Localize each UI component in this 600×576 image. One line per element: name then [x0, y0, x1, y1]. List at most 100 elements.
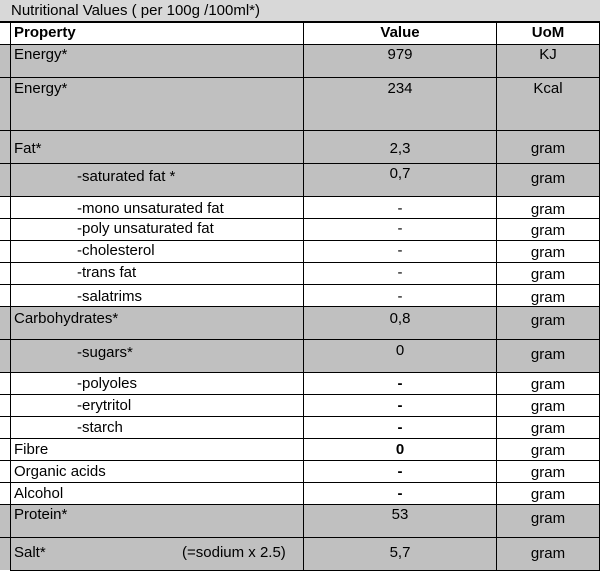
value-text: - — [397, 220, 403, 237]
uom-text: Kcal — [533, 80, 563, 97]
property-cell: -erytritol — [10, 395, 303, 416]
value-text: - — [397, 242, 403, 259]
uom-cell: gram — [496, 285, 600, 306]
table-row: -starch - gram — [0, 416, 600, 438]
value-text: 979 — [387, 46, 413, 63]
value-text: - — [397, 200, 403, 217]
value-cell: 2,3 — [303, 131, 496, 163]
uom-cell: gram — [496, 373, 600, 394]
property-text: Carbohydrates* — [14, 310, 119, 327]
property-text: -poly unsaturated fat — [77, 220, 214, 237]
header-property-text: Property — [14, 24, 76, 41]
uom-text: gram — [530, 486, 566, 503]
property-cell: -poly unsaturated fat — [10, 219, 303, 240]
uom-text: gram — [530, 464, 566, 481]
value-cell: 0,8 — [303, 307, 496, 339]
property-cell: -cholesterol — [10, 241, 303, 262]
property-text: Fat* — [14, 140, 42, 157]
uom-text: gram — [530, 201, 566, 218]
value-text: - — [397, 485, 403, 502]
uom-cell: gram — [496, 219, 600, 240]
uom-cell: gram — [496, 439, 600, 460]
uom-cell: gram — [496, 461, 600, 482]
value-text: - — [397, 419, 403, 436]
table-row: -polyoles - gram — [0, 372, 600, 394]
header-uom-cell: UoM — [496, 23, 600, 44]
value-cell: - — [303, 395, 496, 416]
value-text: 234 — [387, 80, 413, 97]
value-text: - — [397, 463, 403, 480]
property-cell: Organic acids — [10, 461, 303, 482]
uom-text: gram — [530, 140, 566, 157]
value-text: 0,7 — [389, 165, 411, 182]
value-cell: - — [303, 197, 496, 218]
property-text: -saturated fat * — [77, 168, 176, 185]
value-text: - — [397, 375, 403, 392]
sheet-title: Nutritional Values ( per 100g /100ml*) — [0, 0, 600, 22]
property-cell: Energy* — [10, 45, 303, 77]
table-row: -salatrims - gram — [0, 284, 600, 306]
value-text: 53 — [391, 506, 409, 523]
uom-text: KJ — [539, 46, 557, 63]
property-cell: Energy* — [10, 78, 303, 130]
property-text: -polyoles — [77, 375, 138, 392]
property-cell: Carbohydrates* — [10, 307, 303, 339]
property-text: Alcohol — [14, 485, 64, 502]
value-text: 2,3 — [389, 140, 411, 157]
value-cell: 53 — [303, 505, 496, 537]
value-cell: - — [303, 219, 496, 240]
table-row: Fibre 0 gram — [0, 438, 600, 460]
header-value-text: Value — [380, 24, 420, 41]
property-cell: Fat* — [10, 131, 303, 163]
uom-text: gram — [530, 266, 566, 283]
uom-text: gram — [530, 289, 566, 306]
property-text: -cholesterol — [77, 242, 155, 259]
property-cell: Protein* — [10, 505, 303, 537]
table-row: Energy* 979 KJ — [0, 44, 600, 77]
value-text: 0 — [395, 342, 405, 359]
table-row: Salt* (=sodium x 2.5) 5,7 gram — [0, 537, 600, 570]
uom-cell: gram — [496, 340, 600, 372]
property-text: Energy* — [14, 80, 68, 97]
uom-text: gram — [530, 420, 566, 437]
value-cell: 0 — [303, 439, 496, 460]
property-text: -mono unsaturated fat — [77, 200, 224, 217]
uom-cell: gram — [496, 197, 600, 218]
property-cell: -polyoles — [10, 373, 303, 394]
uom-text: gram — [530, 222, 566, 239]
property-cell: -sugars* — [10, 340, 303, 372]
table-row: Carbohydrates* 0,8 gram — [0, 306, 600, 339]
value-text: 5,7 — [389, 544, 411, 561]
property-text: Organic acids — [14, 463, 106, 480]
table-row: Alcohol - gram — [0, 482, 600, 504]
property-text: -sugars* — [77, 344, 133, 361]
value-text: 0,8 — [389, 310, 411, 327]
value-cell: - — [303, 483, 496, 504]
uom-cell: gram — [496, 483, 600, 504]
property-cell: -starch — [10, 417, 303, 438]
uom-text: gram — [530, 510, 566, 527]
uom-cell: gram — [496, 263, 600, 284]
table-row: -mono unsaturated fat - gram — [0, 196, 600, 218]
value-cell: 0,7 — [303, 164, 496, 196]
uom-text: gram — [530, 545, 566, 562]
table-row: -erytritol - gram — [0, 394, 600, 416]
value-cell: 234 — [303, 78, 496, 130]
table-row: Protein* 53 gram — [0, 504, 600, 537]
value-text: - — [397, 264, 403, 281]
value-cell: 5,7 — [303, 538, 496, 570]
table-row: -saturated fat * 0,7 gram — [0, 163, 600, 196]
uom-text: gram — [530, 398, 566, 415]
uom-text: gram — [530, 170, 566, 187]
value-cell: - — [303, 461, 496, 482]
table-header-row: Property Value UoM — [0, 22, 600, 44]
table-row: Energy* 234 Kcal — [0, 77, 600, 130]
table-bottom-border — [10, 570, 600, 571]
table-row: -cholesterol - gram — [0, 240, 600, 262]
property-cell: Salt* (=sodium x 2.5) — [10, 538, 303, 570]
value-cell: 0 — [303, 340, 496, 372]
table-row: Fat* 2,3 gram — [0, 130, 600, 163]
uom-text: gram — [530, 376, 566, 393]
uom-text: gram — [530, 312, 566, 329]
